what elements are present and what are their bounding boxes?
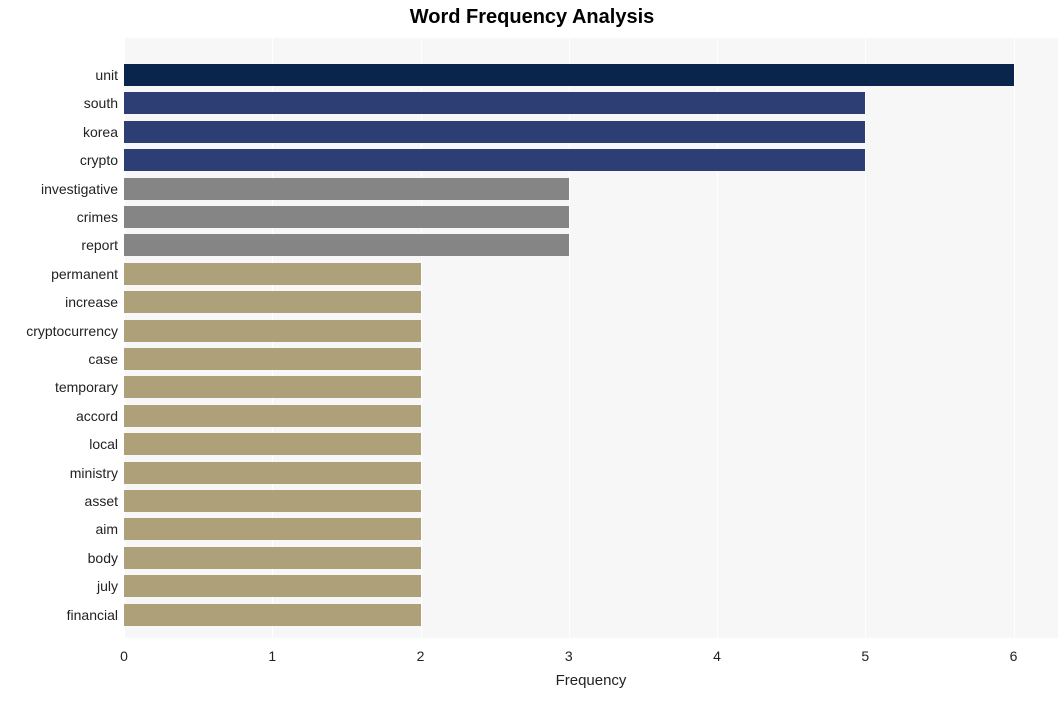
y-tick-label: korea [8,121,118,143]
y-tick-label: permanent [8,263,118,285]
y-tick-label: investigative [8,178,118,200]
y-tick-label: financial [8,604,118,626]
y-tick-label: cryptocurrency [8,320,118,342]
word-frequency-chart: Word Frequency Analysis Frequency 0 1 2 3 4 5… [0,0,1064,701]
bar [124,178,569,200]
y-tick-label: asset [8,490,118,512]
bar [124,490,421,512]
bar [124,575,421,597]
x-tick-label: 3 [565,648,573,664]
x-tick-label: 1 [268,648,276,664]
y-tick-label: case [8,348,118,370]
bar [124,433,421,455]
y-tick-label: aim [8,518,118,540]
y-tick-label: unit [8,64,118,86]
bar [124,234,569,256]
bar [124,376,421,398]
chart-title: Word Frequency Analysis [0,6,1064,29]
x-tick-label: 0 [120,648,128,664]
y-tick-label: temporary [8,376,118,398]
bar [124,348,421,370]
bar [124,604,421,626]
x-axis-label: Frequency [124,672,1058,689]
x-tick-label: 2 [417,648,425,664]
bar [124,405,421,427]
y-tick-label: body [8,547,118,569]
y-tick-label: july [8,575,118,597]
bar [124,121,865,143]
y-tick-label: crimes [8,206,118,228]
y-tick-label: increase [8,291,118,313]
y-tick-label: south [8,92,118,114]
plot-area [124,38,1058,638]
y-tick-label: accord [8,405,118,427]
x-tick-label: 5 [861,648,869,664]
bar [124,149,865,171]
y-tick-label: crypto [8,149,118,171]
bar [124,92,865,114]
bar [124,518,421,540]
bar [124,64,1014,86]
bar [124,320,421,342]
y-tick-label: local [8,433,118,455]
grid-line [1014,38,1015,638]
x-tick-label: 4 [713,648,721,664]
bar [124,263,421,285]
bar [124,206,569,228]
bar [124,291,421,313]
grid-line [865,38,866,638]
bar [124,547,421,569]
x-tick-label: 6 [1010,648,1018,664]
y-tick-label: report [8,234,118,256]
y-tick-label: ministry [8,462,118,484]
bar [124,462,421,484]
